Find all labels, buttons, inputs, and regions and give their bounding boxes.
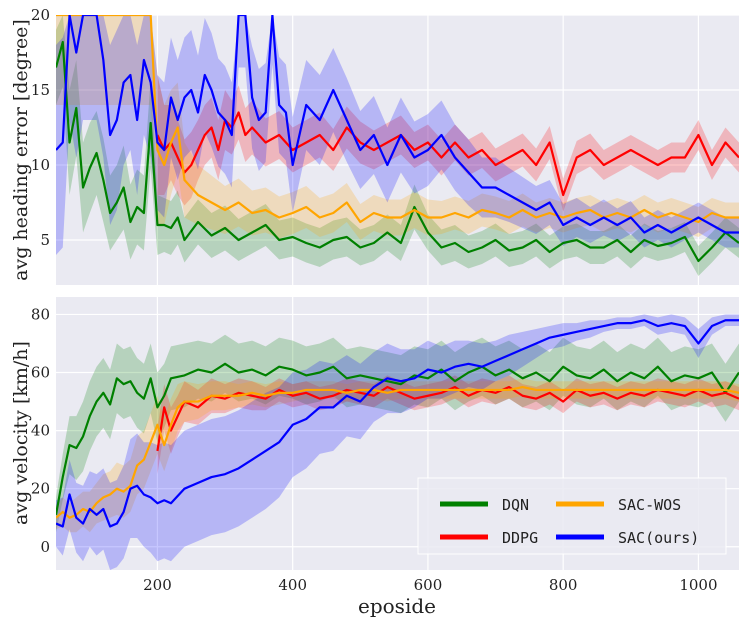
panel-velocity-line-sac-ours xyxy=(56,319,739,528)
panel-velocity-band-sac-ours xyxy=(56,314,739,570)
panel-heading-error-band-sac-wos xyxy=(56,15,739,240)
panel-velocity-xtick-label: 200 xyxy=(143,576,172,594)
panel-heading-error-ytick-label: 20 xyxy=(31,6,50,24)
legend-label-dqn: DQN xyxy=(502,496,529,514)
panel-heading-error-ytick-label: 10 xyxy=(31,156,50,174)
panel-velocity-ytick-label: 0 xyxy=(40,538,50,556)
panel-heading-error-band-sac-ours xyxy=(56,15,739,255)
legend-label-sac-ours: SAC(ours) xyxy=(618,529,699,547)
legend-label-ddpg: DDPG xyxy=(502,529,538,547)
panel-heading-error-yticks: 5 10 15 20 xyxy=(31,6,50,249)
legend: DQN SAC-WOS DDPG SAC(ours) xyxy=(417,477,727,555)
panel-velocity-xtick-label: 400 xyxy=(278,576,307,594)
panel-velocity-ytick-label: 40 xyxy=(31,422,50,440)
panel-heading-error-ytick-label: 15 xyxy=(31,81,50,99)
panel-heading-error-ylabel: avg heading error [degree] xyxy=(10,19,32,281)
panel-velocity-xticks: 200 400 600 800 1000 xyxy=(143,576,717,594)
panel-velocity-band-ddpg xyxy=(157,375,739,475)
panel-heading-error-line-dqn xyxy=(56,40,739,263)
panel-velocity-xtick-label: 800 xyxy=(549,576,578,594)
panel-velocity-ytick-label: 60 xyxy=(31,364,50,382)
panel-heading-error-band-ddpg xyxy=(157,75,739,212)
panel-velocity-ylabel: avg velocity [km/h] xyxy=(10,341,32,525)
panel-heading-error-lines xyxy=(56,15,739,263)
panel-velocity-line-sac-wos xyxy=(56,385,739,519)
legend-label-sac-wos: SAC-WOS xyxy=(618,496,681,514)
panel-velocity: 0 20 40 60 80 200 400 600 800 1000 avg velocity … xyxy=(10,297,739,618)
panel-heading-error-ytick-label: 5 xyxy=(40,231,50,249)
panel-heading-error: 5 10 15 20 avg heading error [degree] xyxy=(10,6,739,285)
panel-velocity-line-dqn xyxy=(56,362,739,516)
panel-velocity-ytick-label: 20 xyxy=(31,480,50,498)
panel-velocity-xlabel: eposide xyxy=(358,594,436,618)
legend-box xyxy=(417,477,727,555)
panel-velocity-xtick-label: 1000 xyxy=(679,576,717,594)
panel-heading-error-band-dqn xyxy=(56,15,739,276)
panel-heading-error-bands xyxy=(56,15,739,276)
panel-velocity-band-dqn xyxy=(56,334,739,533)
panel-velocity-ytick-label: 80 xyxy=(31,305,50,323)
panel-velocity-lines xyxy=(56,319,739,528)
panel-velocity-xtick-label: 600 xyxy=(414,576,443,594)
panel-heading-error-line-sac-ours xyxy=(56,15,739,234)
panel-velocity-yticks: 0 20 40 60 80 xyxy=(31,305,50,555)
